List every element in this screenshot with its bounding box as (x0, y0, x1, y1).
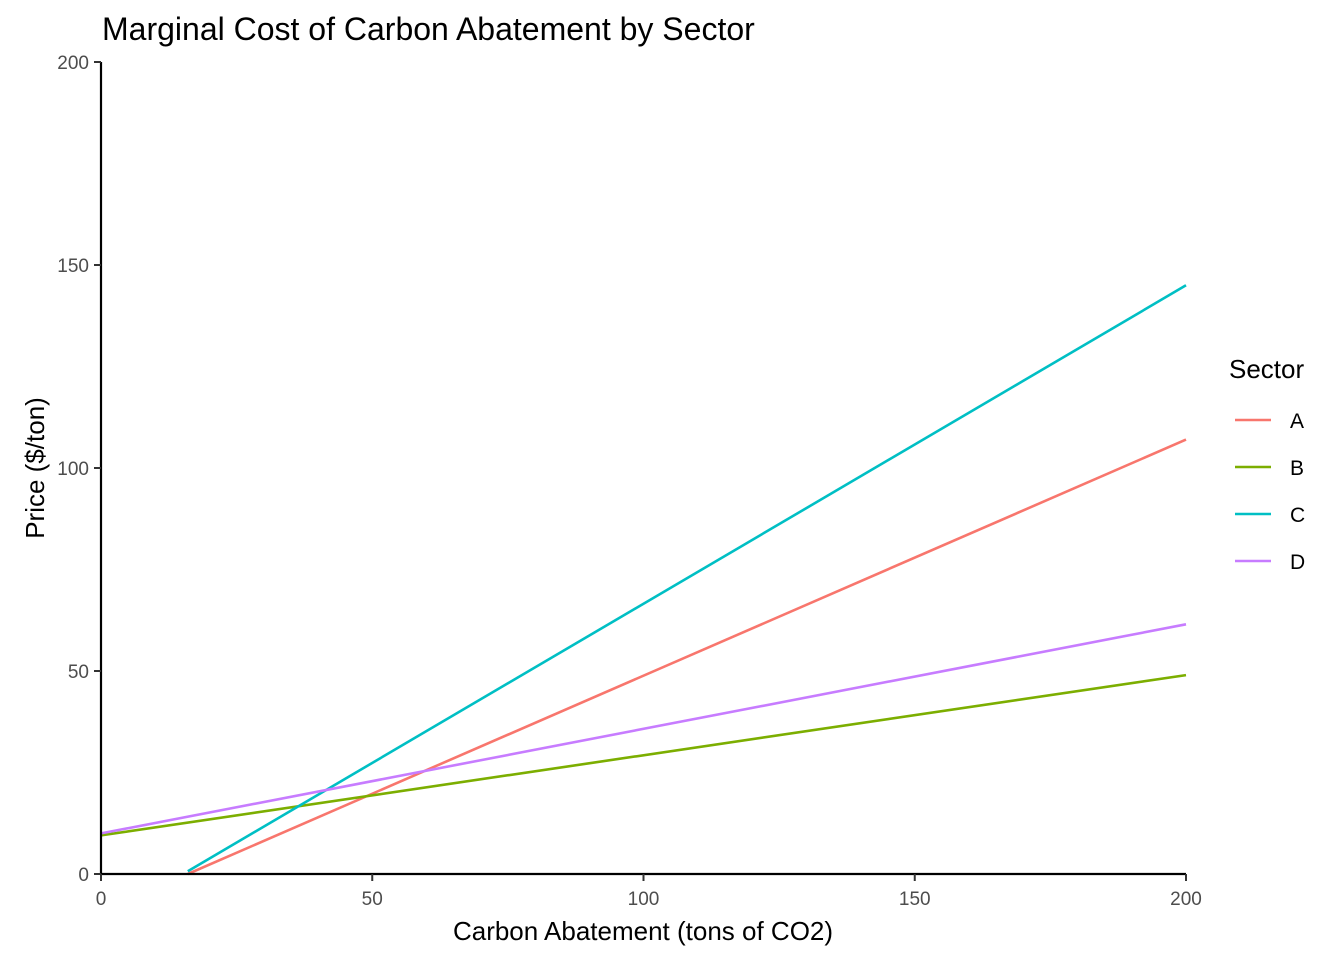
legend-label: D (1290, 551, 1305, 574)
x-axis-title: Carbon Abatement (tons of CO2) (453, 916, 833, 946)
y-tick-label: 50 (68, 662, 89, 683)
legend-item-a: A (1235, 410, 1304, 433)
y-tick-label: 200 (57, 53, 89, 74)
series-layer (100, 284, 1187, 876)
y-tick-label: 150 (57, 256, 89, 277)
y-tick-label: 100 (57, 459, 89, 480)
plot-area: 0 50 100 150 200 0 50 100 150 200 (57, 53, 1202, 910)
legend: Sector A B C D (1229, 354, 1305, 574)
legend-item-d: D (1235, 551, 1305, 574)
legend-items: A B C D (1235, 410, 1305, 574)
y-tick-label: 0 (78, 865, 89, 886)
x-tick-label: 0 (96, 889, 107, 910)
x-tick-label: 100 (628, 889, 660, 910)
legend-item-c: C (1235, 504, 1305, 527)
x-tick-label: 150 (899, 889, 931, 910)
chart-title: Marginal Cost of Carbon Abatement by Sec… (102, 11, 755, 47)
x-axis-ticks: 0 50 100 150 200 (96, 874, 1202, 910)
y-axis-ticks: 0 50 100 150 200 (57, 53, 101, 886)
x-tick-label: 200 (1170, 889, 1202, 910)
series-line-d (100, 623, 1187, 835)
legend-label: C (1290, 504, 1305, 527)
series-line-c (187, 284, 1187, 873)
y-axis-title: Price ($/ton) (20, 397, 50, 539)
legend-label: B (1290, 457, 1304, 480)
legend-title: Sector (1229, 354, 1304, 384)
series-line-b (100, 673, 1187, 837)
x-tick-label: 50 (362, 889, 383, 910)
legend-label: A (1290, 410, 1304, 433)
legend-item-b: B (1235, 457, 1304, 480)
series-line-a (187, 438, 1187, 876)
